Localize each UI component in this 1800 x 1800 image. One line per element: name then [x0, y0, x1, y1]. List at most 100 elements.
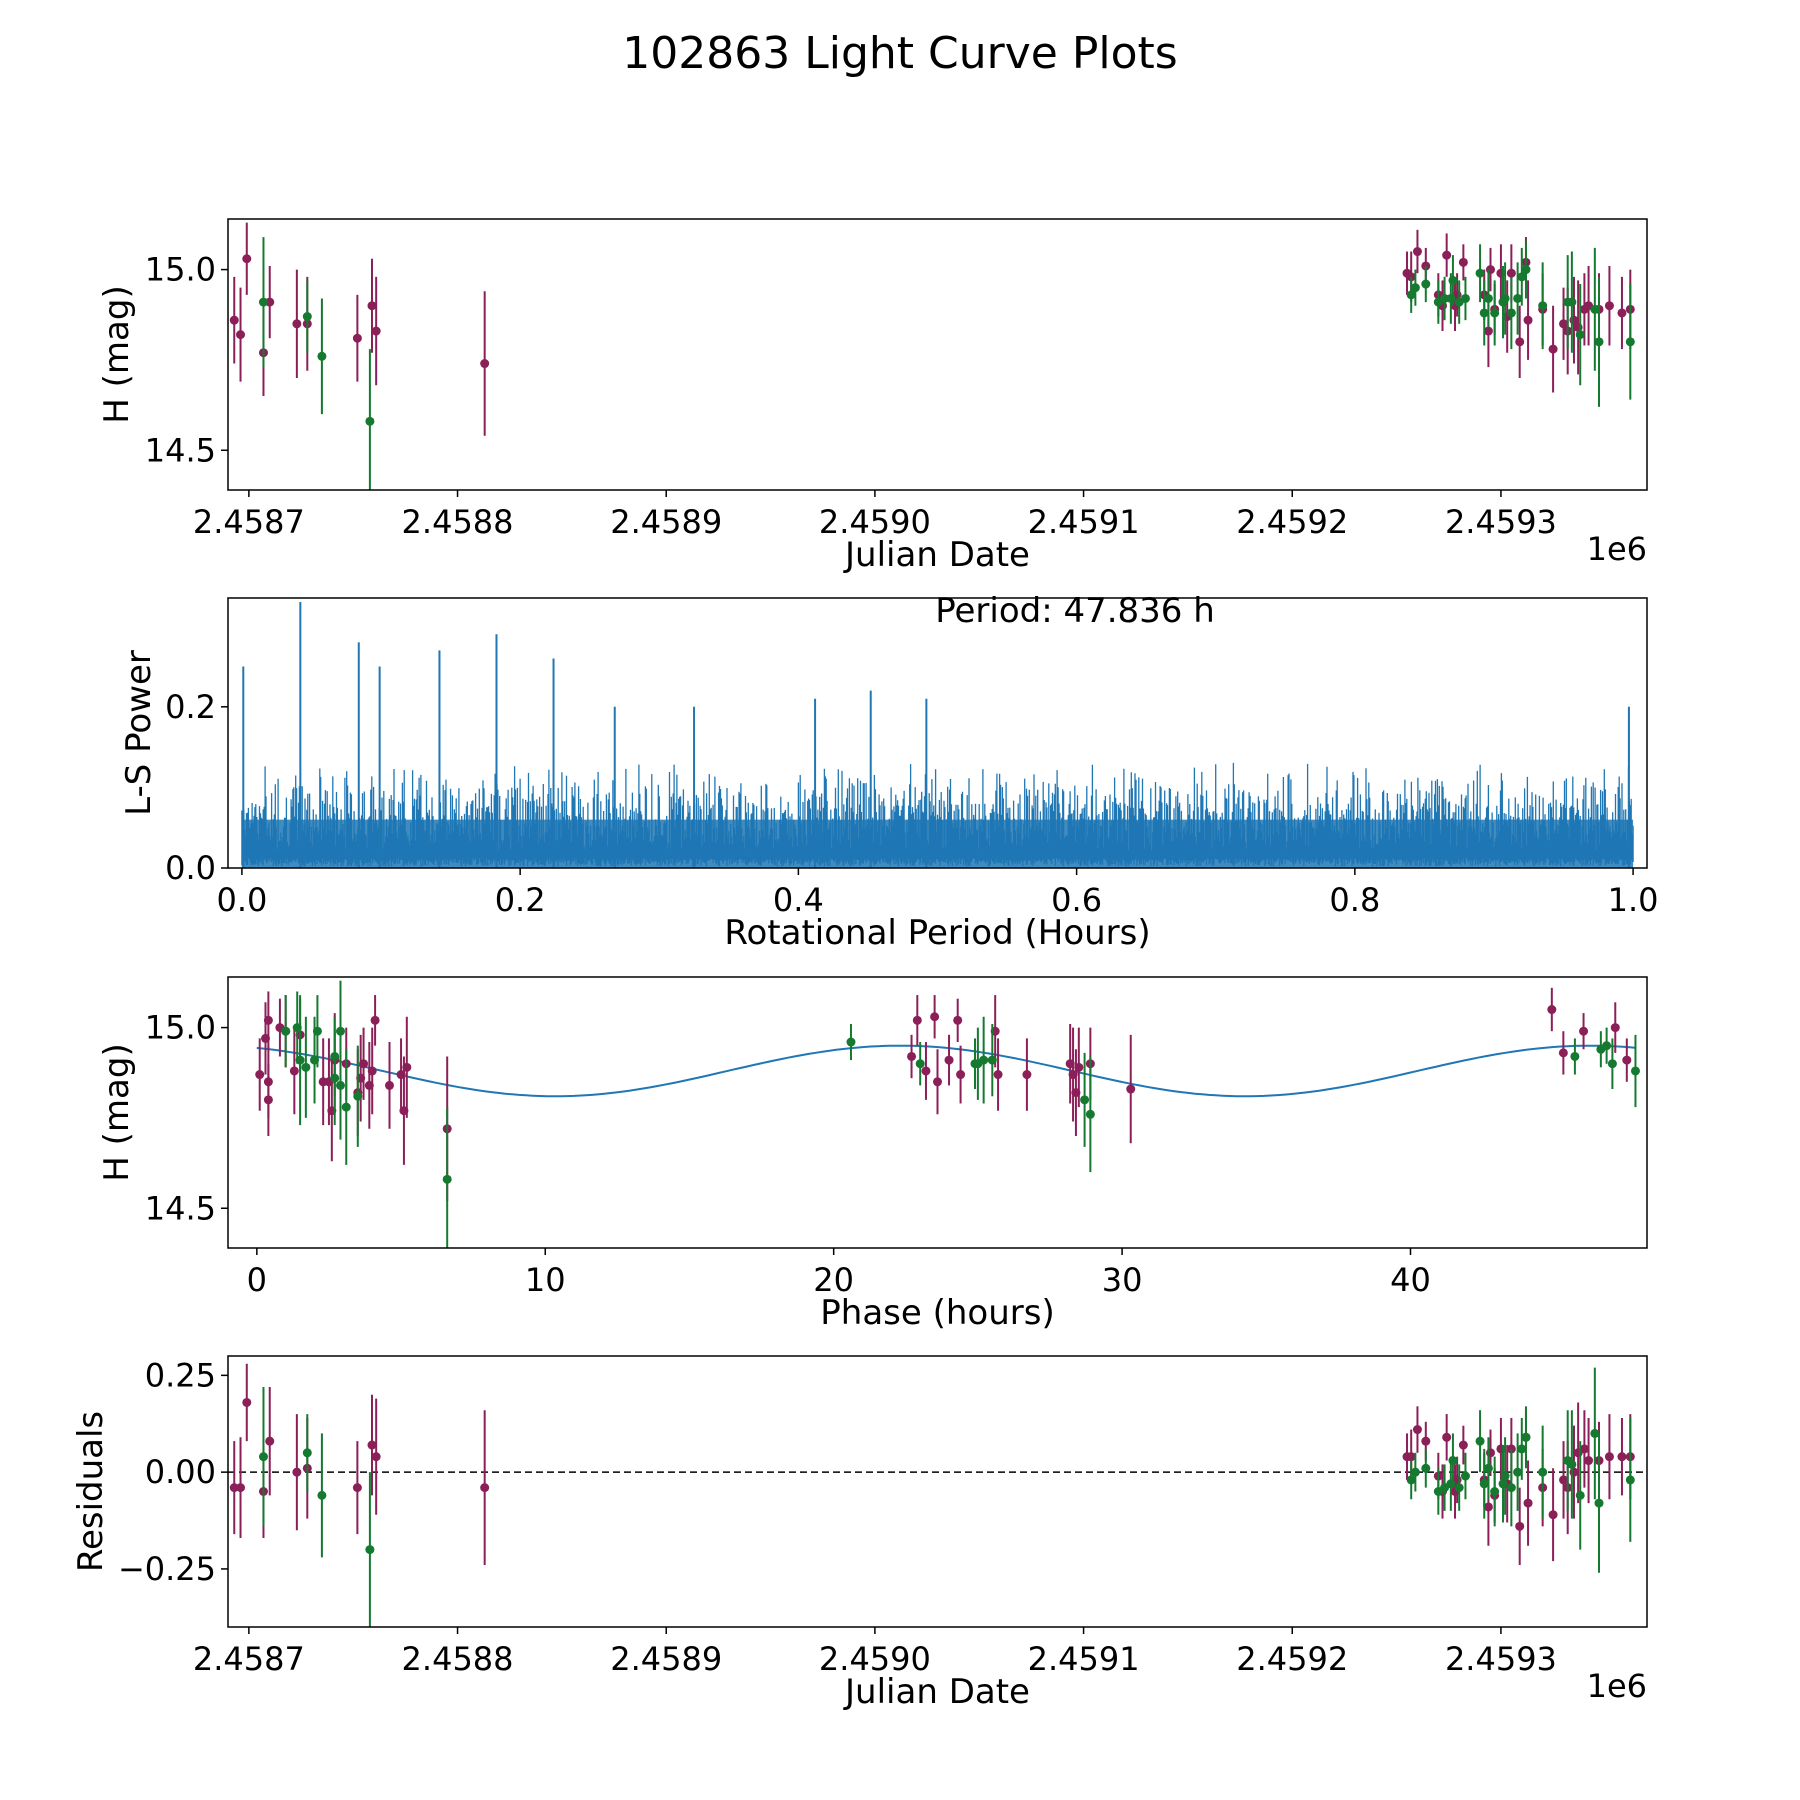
residuals-s1-point-16 — [1490, 1487, 1500, 1496]
residuals-xlabel: Julian Date — [843, 1672, 1030, 1712]
residuals-s1-point-6 — [1421, 1463, 1431, 1473]
lightcurve-xtick-label-4: 2.4591 — [1028, 503, 1140, 541]
lightcurve-s1-point-1 — [302, 312, 312, 322]
lightcurve-xtick-label-2: 2.4589 — [610, 503, 722, 541]
lightcurve-s0-point-17 — [1442, 250, 1452, 260]
lightcurve-s0-point-1 — [236, 330, 246, 340]
lightcurve-plot-area — [229, 222, 1635, 490]
lightcurve-s0-point-33 — [1559, 319, 1569, 329]
phased-s0-point-29 — [933, 1077, 942, 1087]
lightcurve-s0-point-28 — [1515, 337, 1525, 347]
phased-s0-point-46 — [1622, 1055, 1632, 1065]
phased-s0-point-39 — [1074, 1062, 1084, 1072]
phased-panel: 0 10 20 30 40 14.5 15.0 Phase (hours) H (mag) — [97, 976, 1648, 1333]
lightcurve-s0-point-8 — [367, 301, 377, 311]
lightcurve-s1-point-10 — [1448, 275, 1458, 285]
residuals-panel: 2.4587 2.4588 2.4589 2.4590 2.4591 2.4592 2.45… — [71, 1355, 1648, 1712]
residuals-s0-point-37 — [1579, 1444, 1589, 1454]
residuals-s0-point-14 — [1421, 1436, 1431, 1446]
lightcurve-s0-point-41 — [1617, 308, 1627, 318]
phased-s0-point-16 — [359, 1059, 369, 1069]
residuals-s1-point-2 — [317, 1490, 327, 1500]
phased-s1-point-14 — [915, 1059, 925, 1069]
lightcurve-s0-point-10 — [480, 359, 490, 369]
residuals-s0-point-5 — [292, 1467, 302, 1477]
phased-s0-point-44 — [1579, 1026, 1589, 1036]
phased-axes-frame — [227, 976, 1648, 1249]
residuals-s0-point-33 — [1559, 1475, 1569, 1485]
periodogram-axes-frame — [227, 597, 1648, 869]
residuals-s1-point-27 — [1590, 1428, 1600, 1438]
phased-s1-point-24 — [1607, 1059, 1617, 1069]
phased-s1-point-20 — [1085, 1109, 1095, 1119]
residuals-xtick-label-6: 2.4593 — [1445, 1640, 1557, 1678]
phased-xtick-label-3: 30 — [1102, 1261, 1143, 1299]
phased-s0-point-23 — [402, 1062, 412, 1072]
periodogram-power-band — [241, 819, 1634, 868]
residuals-s0-point-9 — [371, 1452, 381, 1462]
lightcurve-s1-point-20 — [1513, 293, 1523, 303]
phased-s0-point-18 — [367, 1066, 377, 1076]
periodogram-xtick-label-0: 0.0 — [216, 881, 267, 919]
phased-s0-point-2 — [263, 1015, 273, 1025]
phased-s1-point-2 — [295, 1055, 305, 1065]
phased-s0-point-30 — [944, 1055, 954, 1065]
residuals-s1-point-23 — [1538, 1467, 1548, 1477]
residuals-offset-label: 1e6 — [1587, 1667, 1647, 1705]
phased-s1-point-12 — [442, 1174, 452, 1184]
lightcurve-s1-point-21 — [1517, 272, 1527, 282]
lightcurve-s1-point-18 — [1500, 293, 1510, 303]
phased-s0-point-45 — [1610, 1023, 1620, 1033]
lightcurve-s1-point-9 — [1446, 293, 1456, 303]
residuals-s1-point-19 — [1506, 1483, 1516, 1493]
residuals-ytick-label-1: 0.00 — [145, 1453, 216, 1491]
residuals-s0-point-22 — [1483, 1502, 1493, 1512]
residuals-s0-point-13 — [1412, 1425, 1422, 1435]
phased-xtick-label-4: 40 — [1390, 1261, 1431, 1299]
lightcurve-s1-point-5 — [1410, 283, 1420, 293]
phased-plot-area — [255, 980, 1640, 1248]
residuals-s0-point-40 — [1604, 1452, 1614, 1462]
residuals-s1-point-13 — [1475, 1436, 1485, 1446]
lightcurve-s1-point-23 — [1538, 301, 1548, 311]
lightcurve-s1-point-19 — [1506, 308, 1516, 318]
lightcurve-s0-point-4 — [265, 297, 275, 307]
lightcurve-s0-point-30 — [1523, 315, 1533, 325]
residuals-s1-point-14 — [1479, 1479, 1489, 1489]
phased-s1-point-25 — [1630, 1066, 1640, 1076]
residuals-s1-point-22 — [1521, 1432, 1531, 1442]
lightcurve-s1-point-26 — [1575, 330, 1585, 340]
periodogram-xtick-label-2: 0.4 — [773, 881, 824, 919]
residuals-s0-point-10 — [480, 1483, 490, 1493]
phased-s0-point-43 — [1558, 1048, 1568, 1058]
lightcurve-s1-point-25 — [1567, 297, 1577, 307]
phased-s1-point-9 — [335, 1080, 345, 1090]
residuals-ytick-label-0: −0.25 — [118, 1550, 216, 1588]
residuals-xtick-label-4: 2.4591 — [1028, 1640, 1140, 1678]
residuals-axes-frame — [227, 1355, 1648, 1628]
residuals-s0-point-32 — [1548, 1510, 1558, 1520]
phased-ylabel: H (mag) — [97, 1043, 137, 1181]
residuals-s1-point-10 — [1448, 1456, 1458, 1466]
phased-s0-point-32 — [956, 1070, 966, 1080]
residuals-ytick-label-2: 0.25 — [145, 1356, 216, 1394]
phased-s0-point-25 — [907, 1051, 917, 1061]
lightcurve-s1-point-8 — [1440, 293, 1450, 303]
phased-ytick-label-0: 14.5 — [145, 1189, 216, 1227]
figure-title: 102863 Light Curve Plots — [622, 28, 1177, 79]
periodogram-xlabel: Rotational Period (Hours) — [724, 913, 1150, 953]
residuals-s0-point-35 — [1569, 1467, 1579, 1477]
phased-s1-point-23 — [1602, 1041, 1612, 1051]
periodogram-xtick-label-1: 0.2 — [495, 881, 546, 919]
phased-s1-point-11 — [353, 1091, 363, 1101]
residuals-s1-point-26 — [1575, 1490, 1585, 1500]
phased-s1-point-18 — [987, 1055, 997, 1065]
periodogram-plot-area — [241, 602, 1634, 868]
phased-s1-point-7 — [330, 1051, 340, 1061]
lightcurve-s1-point-28 — [1594, 337, 1604, 347]
lightcurve-s1-point-0 — [258, 297, 268, 307]
residuals-xtick-label-1: 2.4588 — [402, 1640, 514, 1678]
residuals-s0-point-17 — [1442, 1432, 1452, 1442]
lightcurve-s1-point-29 — [1625, 337, 1635, 347]
residuals-s0-point-2 — [242, 1397, 252, 1407]
